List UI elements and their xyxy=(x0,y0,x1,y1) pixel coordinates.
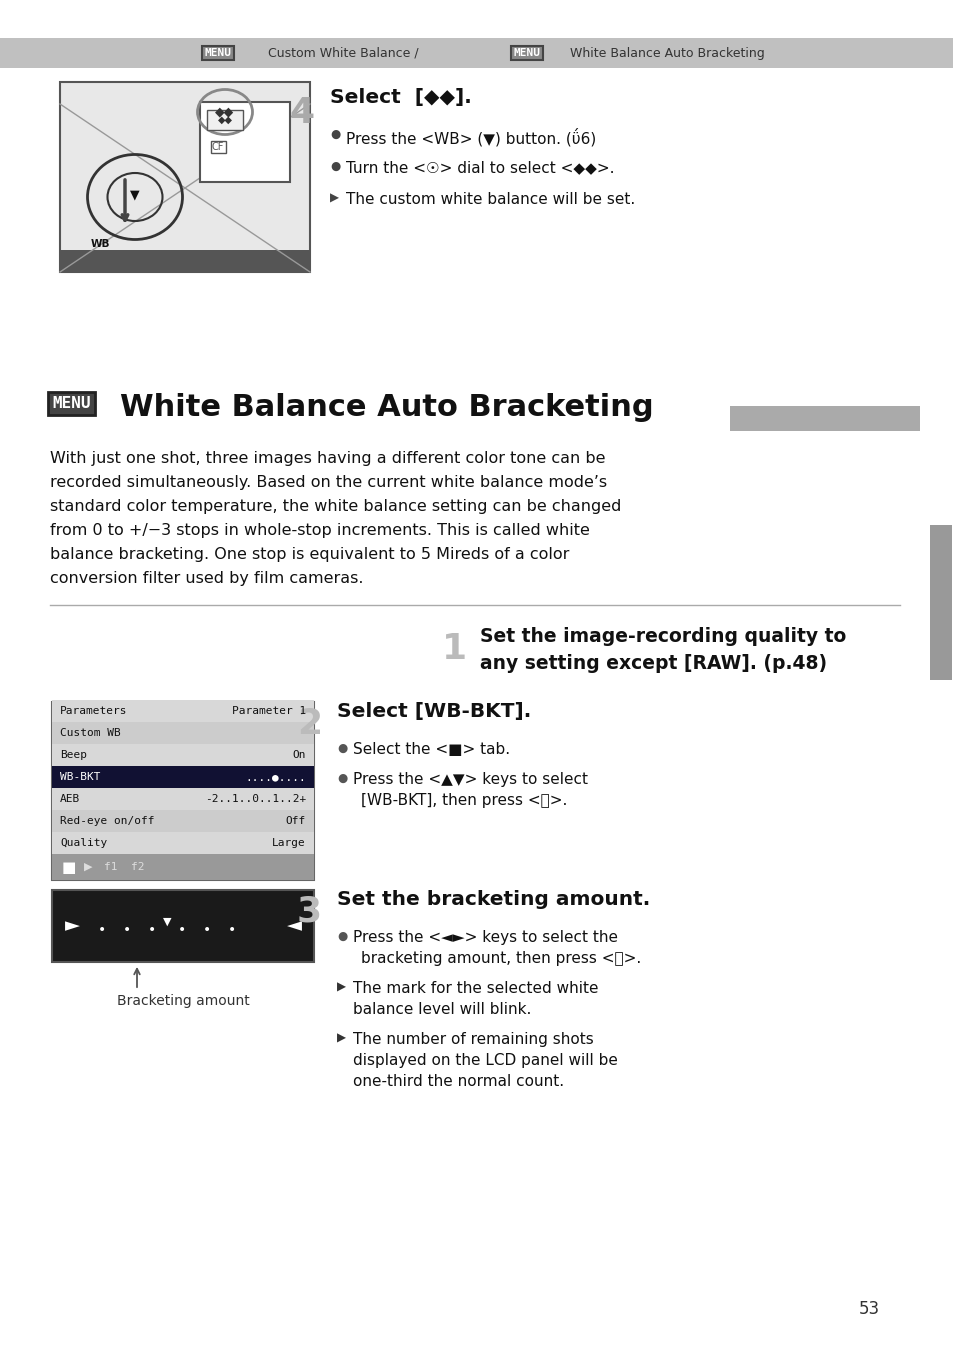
Bar xyxy=(60,82,310,272)
Text: •: • xyxy=(177,923,186,937)
Text: The custom white balance will be set.: The custom white balance will be set. xyxy=(346,192,635,207)
Text: 2: 2 xyxy=(296,707,322,741)
Bar xyxy=(200,102,290,182)
Text: The mark for the selected white: The mark for the selected white xyxy=(353,981,598,997)
Text: AEB: AEB xyxy=(60,794,80,804)
Text: ▼: ▼ xyxy=(130,188,140,202)
Text: 4: 4 xyxy=(290,95,314,130)
Text: Custom WB: Custom WB xyxy=(60,728,121,738)
Text: Press the <◄►> keys to select the: Press the <◄►> keys to select the xyxy=(353,929,618,946)
Text: bracketing amount, then press <Ⓢ>.: bracketing amount, then press <Ⓢ>. xyxy=(360,951,640,966)
Text: ■: ■ xyxy=(62,859,76,874)
Text: Turn the <☉> dial to select <◆◆>.: Turn the <☉> dial to select <◆◆>. xyxy=(346,160,614,175)
Text: •: • xyxy=(123,923,131,937)
Text: White Balance Auto Bracketing: White Balance Auto Bracketing xyxy=(120,393,653,422)
Text: Red-eye on/off: Red-eye on/off xyxy=(60,816,154,826)
Bar xyxy=(52,767,314,788)
Text: ▶: ▶ xyxy=(336,981,346,994)
Bar xyxy=(60,250,310,272)
Text: ●: ● xyxy=(336,772,347,785)
Text: •: • xyxy=(203,923,211,937)
Text: standard color temperature, the white balance setting can be changed: standard color temperature, the white ba… xyxy=(50,499,620,514)
Text: ◆◆: ◆◆ xyxy=(217,116,233,125)
Text: The number of remaining shots: The number of remaining shots xyxy=(353,1032,593,1046)
Text: ▶: ▶ xyxy=(336,1032,346,1045)
Text: Select the <■> tab.: Select the <■> tab. xyxy=(353,742,510,757)
Text: f1  f2: f1 f2 xyxy=(104,862,144,872)
Text: balance level will blink.: balance level will blink. xyxy=(353,1002,531,1017)
Text: Off: Off xyxy=(286,816,306,826)
Text: With just one shot, three images having a different color tone can be: With just one shot, three images having … xyxy=(50,451,605,465)
Bar xyxy=(0,38,953,69)
Text: Custom White Balance /: Custom White Balance / xyxy=(268,47,422,59)
Text: Press the <WB> (▼) button. (ΰ6): Press the <WB> (▼) button. (ΰ6) xyxy=(346,128,596,147)
Text: [WB-BKT], then press <Ⓢ>.: [WB-BKT], then press <Ⓢ>. xyxy=(360,794,567,808)
Text: On: On xyxy=(293,751,306,760)
Text: MENU: MENU xyxy=(52,395,91,412)
Text: Parameters: Parameters xyxy=(60,706,128,716)
Text: ....●....: ....●.... xyxy=(245,772,306,781)
Bar xyxy=(52,854,314,880)
Text: displayed on the LCD panel will be: displayed on the LCD panel will be xyxy=(353,1053,618,1068)
Text: MENU: MENU xyxy=(513,48,540,58)
Text: •: • xyxy=(228,923,236,937)
Text: ●: ● xyxy=(336,742,347,755)
Bar xyxy=(52,890,314,962)
Text: recorded simultaneously. Based on the current white balance mode’s: recorded simultaneously. Based on the cu… xyxy=(50,475,606,490)
Bar xyxy=(52,744,314,767)
Text: WB: WB xyxy=(91,239,110,249)
Text: WB-BKT: WB-BKT xyxy=(60,772,100,781)
Text: from 0 to +/−3 stops in whole-stop increments. This is called white: from 0 to +/−3 stops in whole-stop incre… xyxy=(50,523,589,538)
Text: Select  [◆◆].: Select [◆◆]. xyxy=(330,87,471,108)
Bar xyxy=(52,702,314,880)
Bar xyxy=(52,810,314,833)
Text: balance bracketing. One stop is equivalent to 5 Mireds of a color: balance bracketing. One stop is equivale… xyxy=(50,547,569,562)
Text: Bracketing amount: Bracketing amount xyxy=(116,994,249,1007)
Text: ▼: ▼ xyxy=(163,917,172,927)
Text: Parameter 1: Parameter 1 xyxy=(232,706,306,716)
Text: ►: ► xyxy=(65,916,79,936)
Bar xyxy=(52,699,314,722)
Text: Large: Large xyxy=(272,838,306,847)
Text: conversion filter used by film cameras.: conversion filter used by film cameras. xyxy=(50,572,363,586)
Text: ▶: ▶ xyxy=(84,862,92,872)
Text: -2..1..0..1..2+: -2..1..0..1..2+ xyxy=(205,794,306,804)
Text: •: • xyxy=(98,923,106,937)
Text: Quality: Quality xyxy=(60,838,107,847)
Text: Press the <▲▼> keys to select: Press the <▲▼> keys to select xyxy=(353,772,587,787)
Text: any setting except [RAW]. (p.48): any setting except [RAW]. (p.48) xyxy=(479,654,826,672)
Text: one-third the normal count.: one-third the normal count. xyxy=(353,1075,563,1089)
Bar xyxy=(207,110,243,130)
Bar xyxy=(52,833,314,854)
Text: Set the bracketing amount.: Set the bracketing amount. xyxy=(336,890,650,909)
Text: Beep: Beep xyxy=(60,751,87,760)
Text: ◄: ◄ xyxy=(286,916,301,936)
Text: ●: ● xyxy=(330,128,340,141)
Text: ●: ● xyxy=(330,160,340,174)
Text: Set the image-recording quality to: Set the image-recording quality to xyxy=(479,627,845,646)
Text: Select [WB-BKT].: Select [WB-BKT]. xyxy=(336,702,531,721)
Bar xyxy=(52,788,314,810)
Bar xyxy=(52,722,314,744)
Bar xyxy=(929,525,951,681)
Text: ◆◆: ◆◆ xyxy=(215,105,234,118)
Text: 1: 1 xyxy=(441,632,467,666)
Text: ▶: ▶ xyxy=(330,192,338,204)
Text: 53: 53 xyxy=(858,1301,879,1318)
Text: ●: ● xyxy=(336,929,347,943)
Text: •: • xyxy=(148,923,156,937)
Text: CF: CF xyxy=(212,143,224,152)
Text: White Balance Auto Bracketing: White Balance Auto Bracketing xyxy=(569,47,764,59)
Bar xyxy=(729,406,919,430)
Text: 3: 3 xyxy=(296,894,322,929)
Text: MENU: MENU xyxy=(204,48,232,58)
